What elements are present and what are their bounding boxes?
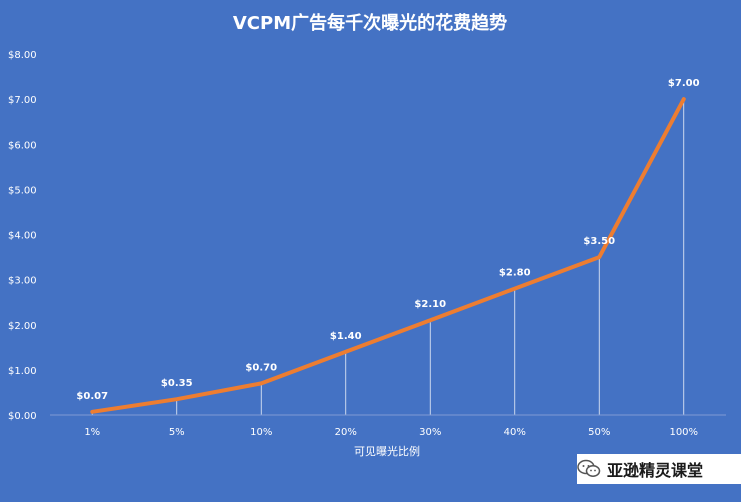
y-tick-label: $3.00 — [8, 276, 37, 287]
x-axis-ticks: 1% 5% 10% 20% 30% 40% 50% 100% — [84, 427, 698, 438]
data-label: $2.80 — [499, 268, 531, 279]
y-axis-ticks: $0.00 $1.00 $2.00 $3.00 $4.00 $5.00 $6.00 $7.00… — [8, 50, 37, 422]
y-tick-label: $7.00 — [8, 95, 37, 106]
data-label: $0.35 — [161, 378, 193, 389]
data-labels: $0.07 $0.35 $0.70 $1.40 $2.10 $2.80 $3.50 $7.00 — [76, 78, 699, 402]
x-tick-label: 40% — [504, 427, 526, 438]
data-label: $2.10 — [414, 299, 446, 310]
x-tick-label: 30% — [419, 427, 441, 438]
y-tick-label: $0.00 — [8, 411, 37, 422]
x-axis-title: 可见曝光比例 — [354, 444, 420, 458]
y-tick-label: $8.00 — [8, 50, 37, 61]
data-label: $0.70 — [245, 362, 277, 373]
y-tick-label: $1.00 — [8, 366, 37, 377]
chart-title: VCPM广告每千次曝光的花费趋势 — [233, 12, 507, 34]
x-tick-label: 1% — [84, 427, 100, 438]
data-label: $1.40 — [330, 331, 362, 342]
x-tick-label: 50% — [588, 427, 610, 438]
y-tick-label: $2.00 — [8, 321, 37, 332]
watermark-text: 亚逊精灵课堂 — [607, 461, 704, 480]
x-tick-label: 10% — [250, 427, 272, 438]
y-tick-label: $5.00 — [8, 185, 37, 196]
x-tick-label: 20% — [335, 427, 357, 438]
x-tick-label: 5% — [169, 427, 185, 438]
watermark: 亚逊精灵课堂 — [577, 454, 737, 484]
data-label: $0.07 — [76, 391, 108, 402]
y-tick-label: $6.00 — [8, 140, 37, 151]
series-line — [90, 97, 686, 414]
wechat-icon — [577, 459, 601, 477]
data-label: $7.00 — [668, 78, 700, 89]
watermark-bg — [577, 454, 741, 484]
y-tick-label: $4.00 — [8, 231, 37, 242]
x-tick-label: 100% — [669, 427, 698, 438]
data-label: $3.50 — [583, 236, 615, 247]
drop-lines — [91, 99, 685, 415]
